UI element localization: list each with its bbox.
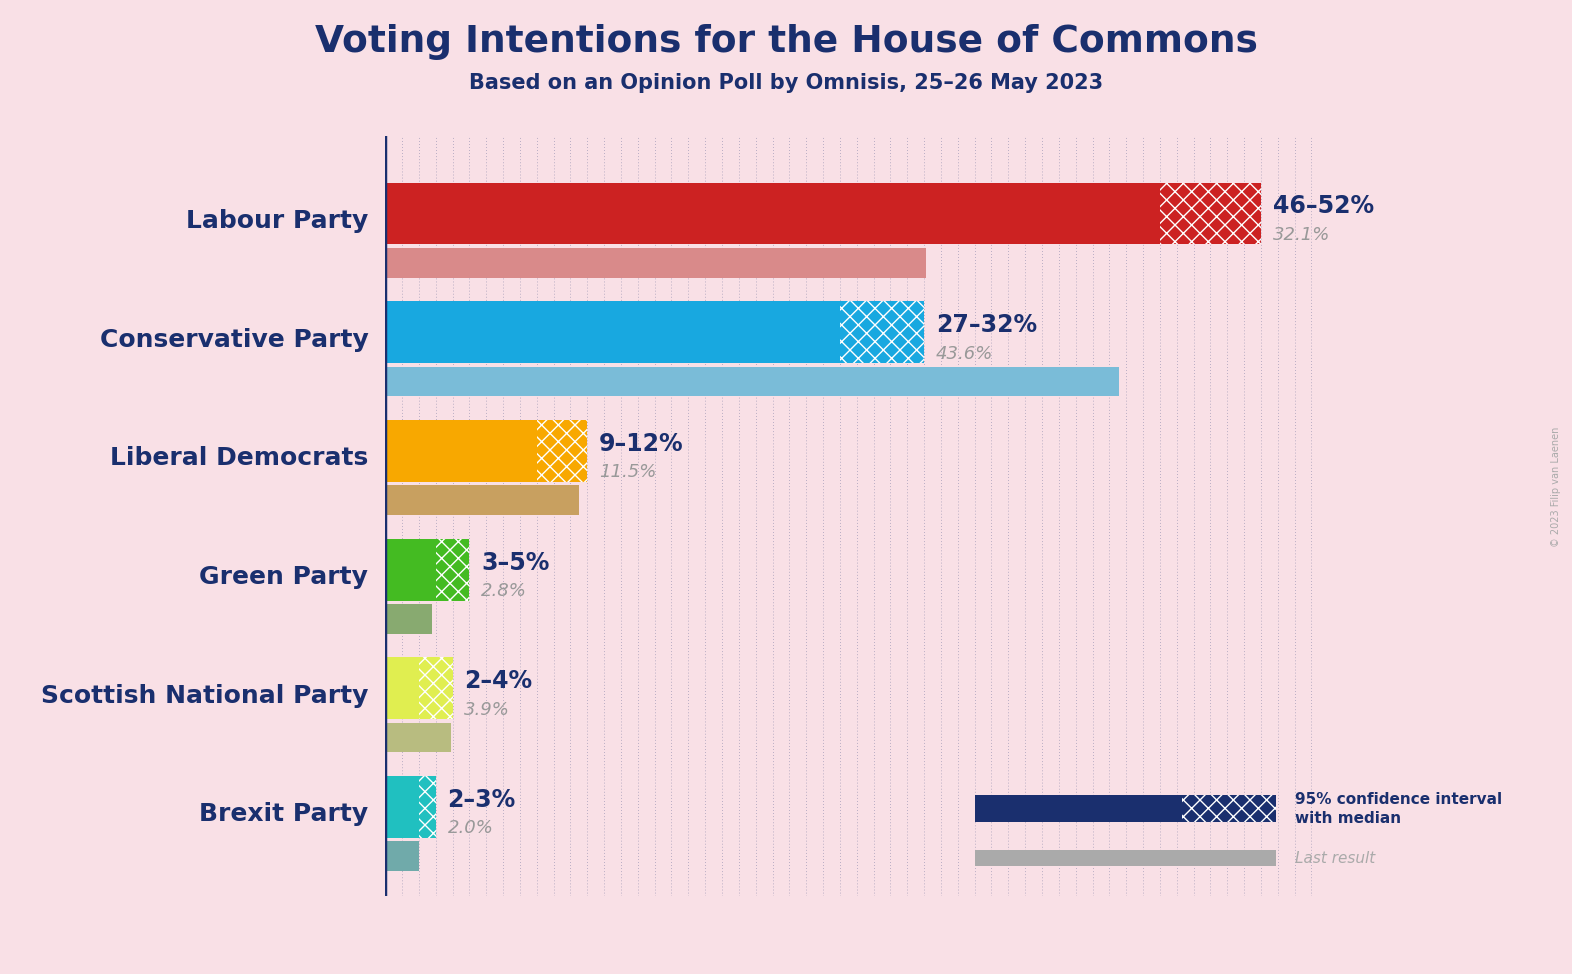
Text: Based on an Opinion Poll by Omnisis, 25–26 May 2023: Based on an Opinion Poll by Omnisis, 25–… — [468, 73, 1104, 94]
Bar — [839, 301, 924, 363]
Text: Conservative Party: Conservative Party — [99, 327, 368, 352]
Text: Brexit Party: Brexit Party — [200, 803, 368, 827]
Text: 3.9%: 3.9% — [464, 700, 511, 719]
Bar — [1182, 795, 1276, 822]
Text: 2–3%: 2–3% — [448, 788, 516, 812]
Bar — [385, 485, 578, 515]
Bar — [385, 183, 1160, 244]
Bar — [385, 420, 536, 482]
Text: 2–4%: 2–4% — [464, 669, 533, 693]
Text: 43.6%: 43.6% — [935, 345, 994, 362]
Text: Labour Party: Labour Party — [185, 209, 368, 233]
Bar — [385, 776, 418, 838]
Text: 3–5%: 3–5% — [481, 550, 550, 575]
Bar — [385, 657, 418, 719]
Text: 9–12%: 9–12% — [599, 431, 684, 456]
Text: 27–32%: 27–32% — [935, 313, 1038, 337]
Text: © 2023 Filip van Laenen: © 2023 Filip van Laenen — [1552, 427, 1561, 547]
Bar — [385, 539, 435, 601]
Bar — [435, 539, 470, 601]
Text: Green Party: Green Party — [200, 565, 368, 589]
Bar — [385, 366, 1119, 396]
Text: 95% confidence interval: 95% confidence interval — [1295, 792, 1503, 807]
Bar — [385, 248, 926, 278]
Text: 2.0%: 2.0% — [448, 819, 494, 838]
Bar — [385, 723, 451, 753]
Text: Liberal Democrats: Liberal Democrats — [110, 446, 368, 470]
Bar — [975, 795, 1182, 822]
Bar — [536, 420, 588, 482]
Text: 46–52%: 46–52% — [1273, 195, 1374, 218]
Text: 32.1%: 32.1% — [1273, 226, 1330, 244]
Text: with median: with median — [1295, 811, 1402, 826]
Bar — [418, 657, 453, 719]
Text: Scottish National Party: Scottish National Party — [41, 684, 368, 708]
Text: Last result: Last result — [1295, 850, 1376, 866]
Text: 11.5%: 11.5% — [599, 464, 657, 481]
Bar — [975, 850, 1276, 866]
Bar — [385, 604, 432, 634]
Text: Voting Intentions for the House of Commons: Voting Intentions for the House of Commo… — [314, 24, 1258, 60]
Text: 2.8%: 2.8% — [481, 582, 527, 600]
Bar — [418, 776, 435, 838]
Bar — [385, 842, 418, 871]
Bar — [385, 301, 839, 363]
Bar — [1160, 183, 1261, 244]
